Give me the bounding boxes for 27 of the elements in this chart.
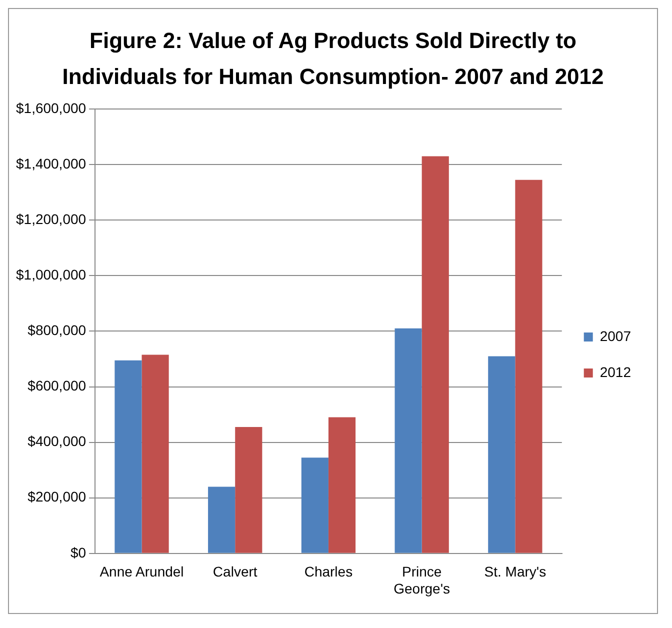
bar — [235, 427, 262, 553]
bar — [142, 354, 169, 553]
x-tick-label: Anne Arundel — [100, 564, 184, 580]
x-tick-label: Charles — [304, 564, 353, 580]
y-tick-label: $800,000 — [28, 322, 86, 338]
x-tick-label: Prince George's — [394, 564, 450, 596]
y-tick-label: $0 — [70, 544, 86, 560]
chart-title: Figure 2: Value of Ag Products Sold Directly to Individuals for Human Consumption- 2007 and 2012 — [61, 27, 605, 91]
y-tick-label: $1,200,000 — [16, 210, 86, 227]
bar — [488, 356, 516, 553]
bar — [208, 486, 236, 553]
legend-label: 2007 — [600, 328, 632, 344]
bar — [114, 360, 142, 553]
bar — [328, 417, 356, 553]
y-tick-label: $1,400,000 — [16, 155, 86, 172]
legend-label: 2012 — [600, 364, 632, 380]
x-tick-label: St. Mary's — [484, 564, 546, 580]
y-tick-label: $200,000 — [28, 488, 86, 505]
y-tick-label: $1,600,000 — [16, 100, 86, 116]
y-tick-label: $400,000 — [28, 433, 86, 450]
y-tick-label: $1,000,000 — [16, 266, 86, 283]
bar — [422, 156, 449, 553]
x-tick-label: Calvert — [212, 564, 258, 580]
bar — [515, 180, 542, 553]
bar — [301, 458, 328, 553]
bar — [394, 328, 422, 553]
y-tick-label: $600,000 — [28, 378, 86, 394]
